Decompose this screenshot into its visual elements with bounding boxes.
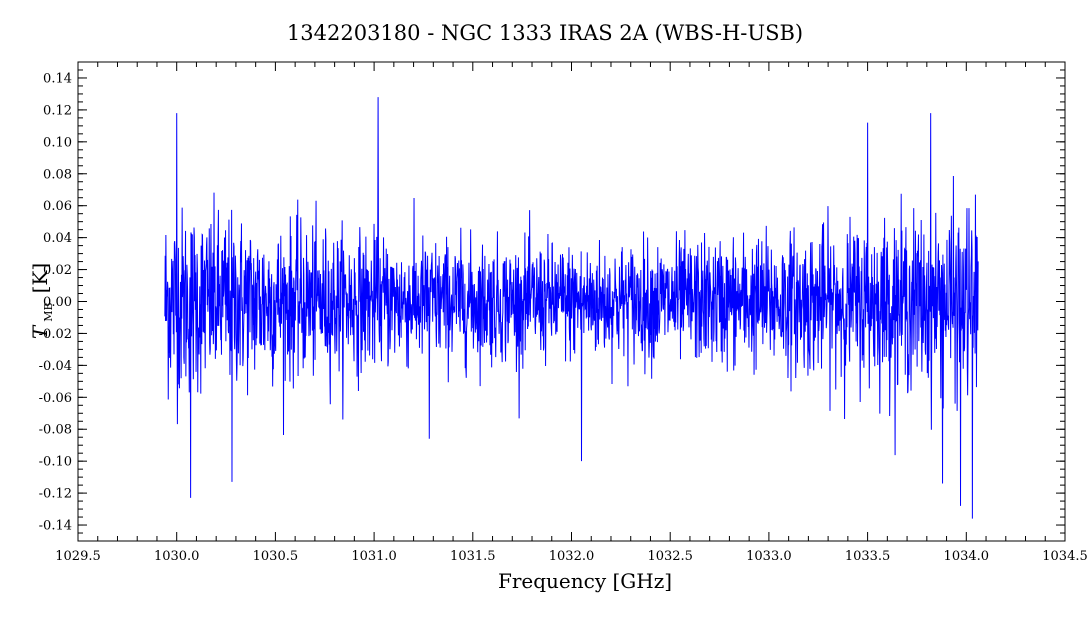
x-tick-label: 1032.5 bbox=[647, 549, 693, 564]
y-tick-label: 0.02 bbox=[43, 263, 72, 278]
y-tick-label: 0.10 bbox=[43, 135, 72, 150]
y-tick-label: -0.08 bbox=[39, 423, 72, 438]
x-tick-label: 1034.5 bbox=[1042, 549, 1088, 564]
ticks-layer: 1029.5 1030.0 1030.5 1031.0 1031.5 1032.0 1032… bbox=[39, 61, 1088, 564]
y-tick-label: -0.14 bbox=[39, 519, 72, 534]
y-tick-label: -0.02 bbox=[39, 327, 72, 342]
y-tick-label: 0.08 bbox=[43, 167, 72, 182]
y-tick-label: -0.12 bbox=[39, 487, 72, 502]
y-axis-label-unit: [K] bbox=[28, 263, 52, 294]
chart-title: 1342203180 - NGC 1333 IRAS 2A (WBS-H-USB… bbox=[287, 21, 803, 45]
svg-text:T MB [K]: T MB [K] bbox=[28, 263, 56, 339]
y-tick-label: 0.00 bbox=[43, 295, 72, 310]
y-axis-label-symbol: T bbox=[28, 324, 52, 339]
x-tick-label: 1029.5 bbox=[55, 549, 101, 564]
y-axis-label: T MB [K] bbox=[28, 263, 56, 339]
x-tick-label: 1031.0 bbox=[351, 549, 397, 564]
y-tick-label: 0.12 bbox=[43, 103, 72, 118]
x-tick-label: 1030.0 bbox=[154, 549, 200, 564]
x-tick-label: 1034.0 bbox=[944, 549, 990, 564]
y-tick-label: 0.14 bbox=[43, 71, 72, 86]
y-axis-label-subscript: MB bbox=[42, 302, 55, 321]
y-tick-label: -0.06 bbox=[39, 391, 72, 406]
y-tick-label: 0.06 bbox=[43, 199, 72, 214]
y-tick-label: -0.04 bbox=[39, 359, 72, 374]
x-axis-label: Frequency [GHz] bbox=[498, 569, 672, 593]
x-tick-label: 1031.5 bbox=[450, 549, 496, 564]
x-tick-label: 1030.5 bbox=[253, 549, 299, 564]
y-tick-label: -0.10 bbox=[39, 455, 72, 470]
y-tick-label: 0.04 bbox=[43, 231, 72, 246]
x-tick-label: 1032.0 bbox=[549, 549, 595, 564]
x-tick-label: 1033.5 bbox=[845, 549, 891, 564]
x-tick-label: 1033.0 bbox=[746, 549, 792, 564]
spectrum-line bbox=[164, 97, 979, 519]
series-layer bbox=[164, 97, 979, 519]
